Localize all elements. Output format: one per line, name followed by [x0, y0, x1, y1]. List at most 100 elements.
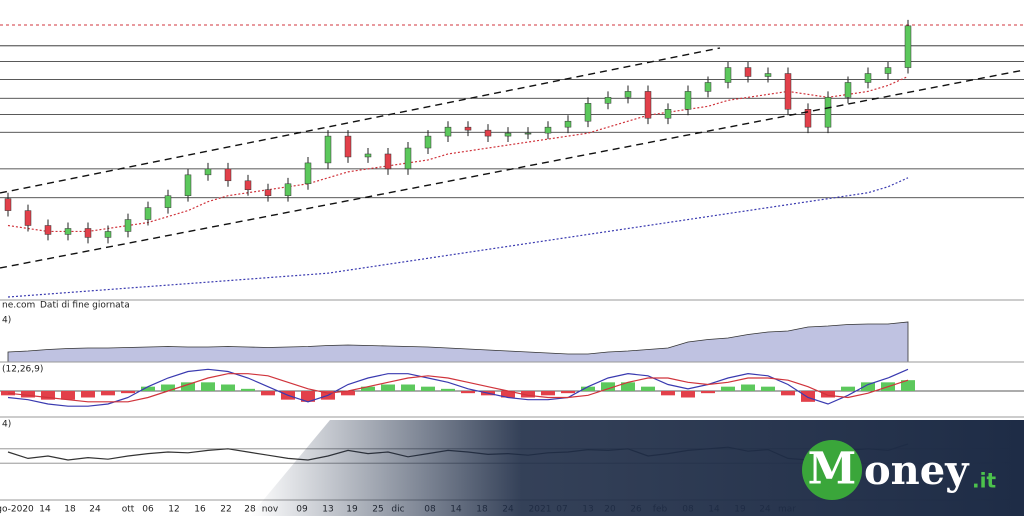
- candle-body: [384, 153, 392, 170]
- candle-body: [124, 219, 132, 232]
- histogram-bar: [181, 382, 195, 391]
- histogram-bar: [261, 391, 275, 396]
- candle-body: [724, 67, 732, 83]
- candle-body: [704, 82, 712, 92]
- histogram-bar: [101, 391, 115, 396]
- histogram-bar: [61, 391, 75, 400]
- candle-body: [844, 82, 852, 98]
- source: ne.com: [2, 301, 35, 311]
- histogram-bar: [501, 391, 515, 398]
- pane-label: (12,26,9): [2, 365, 43, 375]
- histogram-bar: [521, 391, 535, 398]
- histogram-bar: [761, 386, 775, 391]
- histogram-bar: [161, 384, 175, 391]
- moving-average: [7, 177, 909, 298]
- logo-circle: [802, 440, 862, 500]
- x-tick-label: 18: [64, 505, 76, 515]
- candle-body: [64, 228, 72, 235]
- histogram-bar: [701, 391, 715, 394]
- candle-body: [184, 174, 192, 196]
- histogram-bar: [341, 391, 355, 396]
- candle-body: [584, 103, 592, 122]
- histogram-bar: [241, 388, 255, 391]
- histogram-bar: [621, 382, 635, 391]
- x-tick-label: 12: [168, 505, 179, 515]
- candle-body: [44, 225, 52, 235]
- candle-body: [24, 210, 32, 226]
- histogram-bar: [541, 391, 555, 396]
- candle-body: [464, 126, 472, 131]
- candle-body: [544, 126, 552, 134]
- histogram-bar: [681, 391, 695, 398]
- x-tick-label: 14: [39, 505, 51, 515]
- logo-tld: .it: [972, 469, 996, 493]
- candle-body: [784, 73, 792, 110]
- candle-body: [604, 97, 612, 104]
- candle-body: [744, 67, 752, 77]
- histogram-bar: [441, 388, 455, 391]
- histogram-bar: [361, 386, 375, 391]
- candle-body: [684, 91, 692, 110]
- x-tick-label: ott: [122, 505, 135, 515]
- candle-body: [764, 73, 772, 77]
- logo-text: oney: [864, 447, 970, 494]
- candle-body: [624, 91, 632, 98]
- histogram-bar: [661, 391, 675, 396]
- candle-body: [824, 97, 832, 128]
- candle-body: [484, 129, 492, 137]
- candle-body: [884, 67, 892, 74]
- histogram-bar: [221, 384, 235, 391]
- candle-body: [284, 183, 292, 196]
- x-tick-label: 16: [194, 505, 206, 515]
- candle-body: [504, 132, 512, 137]
- histogram-bar: [821, 391, 835, 398]
- candle-body: [804, 109, 812, 128]
- histogram-bar: [841, 386, 855, 391]
- candle-body: [244, 180, 252, 190]
- candle-body: [404, 147, 412, 170]
- histogram-bar: [801, 391, 815, 402]
- candle-body: [224, 168, 232, 182]
- x-tick-label: go-2020: [0, 505, 34, 515]
- area: [7, 321, 909, 363]
- candle-body: [204, 168, 212, 176]
- candle-body: [84, 228, 92, 238]
- histogram-bar: [81, 391, 95, 398]
- pane-label: 4): [2, 316, 11, 326]
- pane-label: 4): [2, 420, 11, 430]
- histogram-bar: [121, 391, 135, 394]
- subtitle: Dati di fine giornata: [40, 301, 130, 311]
- candle-body: [304, 162, 312, 185]
- signal-line: [7, 373, 909, 403]
- histogram-bar: [901, 380, 915, 391]
- x-tick-label: 28: [244, 505, 256, 515]
- candle-body: [344, 135, 352, 158]
- candle-body: [664, 109, 672, 119]
- histogram-bar: [581, 386, 595, 391]
- histogram-bar: [721, 386, 735, 391]
- candle-body: [164, 195, 172, 208]
- plot-area: [0, 19, 1024, 464]
- candle-body: [644, 91, 652, 119]
- histogram-bar: [461, 391, 475, 394]
- channel-upper: [0, 47, 721, 194]
- candle-body: [904, 25, 912, 68]
- candle-body: [264, 189, 272, 196]
- x-tick-label: 06: [142, 505, 154, 515]
- moving-average: [7, 75, 909, 233]
- histogram-bar: [601, 382, 615, 391]
- histogram-bar: [381, 384, 395, 391]
- logo-initial: M: [808, 444, 857, 495]
- candle-body: [364, 153, 372, 158]
- histogram-bar: [41, 391, 55, 400]
- channel-lower: [0, 69, 1024, 269]
- histogram-bar: [641, 386, 655, 391]
- candle-body: [324, 135, 332, 164]
- histogram-bar: [401, 384, 415, 391]
- candle-body: [104, 231, 112, 238]
- macd-line: [7, 368, 909, 407]
- candle-body: [144, 207, 152, 220]
- histogram-bar: [421, 386, 435, 391]
- candle-body: [4, 198, 12, 211]
